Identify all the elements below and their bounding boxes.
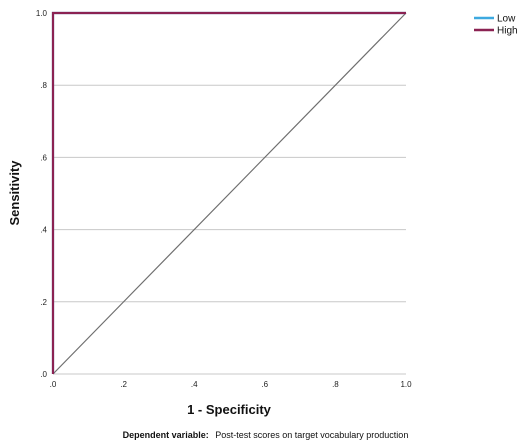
- footnote-label: Dependent variable:: [122, 430, 209, 440]
- roc-line-high: [51, 11, 406, 374]
- y-tick-label: .4: [40, 226, 47, 235]
- footnote-text: Post-test scores on target vocabulary pr…: [215, 430, 409, 440]
- y-axis-title: Sensitivity: [7, 160, 22, 226]
- y-tick-label: .0: [40, 370, 47, 379]
- reference-diagonal-line: [52, 12, 407, 375]
- y-tick-label: 1.0: [36, 9, 48, 18]
- x-tick-label: .0: [50, 380, 57, 389]
- y-tick-label: .8: [40, 81, 47, 90]
- x-tick-label: .2: [120, 380, 127, 389]
- x-tick-label: .4: [191, 380, 198, 389]
- legend-label-high: High: [497, 26, 518, 37]
- x-axis-title: 1 - Specificity: [187, 402, 272, 417]
- x-tick-label: .6: [261, 380, 268, 389]
- legend-label-low: Low: [497, 14, 516, 25]
- footnote: Dependent variable: Post-test scores on …: [0, 430, 531, 440]
- x-tick-label: .8: [332, 380, 339, 389]
- y-tick-label: .2: [40, 298, 47, 307]
- x-tick-labels: .0 .2 .4 .6 .8 1.0: [50, 380, 412, 389]
- x-tick-label: 1.0: [400, 380, 412, 389]
- reference-line-layer: [52, 12, 407, 375]
- y-tick-label: .6: [40, 153, 47, 162]
- series-layer: [51, 11, 406, 374]
- y-tick-labels: .0 .2 .4 .6 .8 1.0: [36, 9, 48, 379]
